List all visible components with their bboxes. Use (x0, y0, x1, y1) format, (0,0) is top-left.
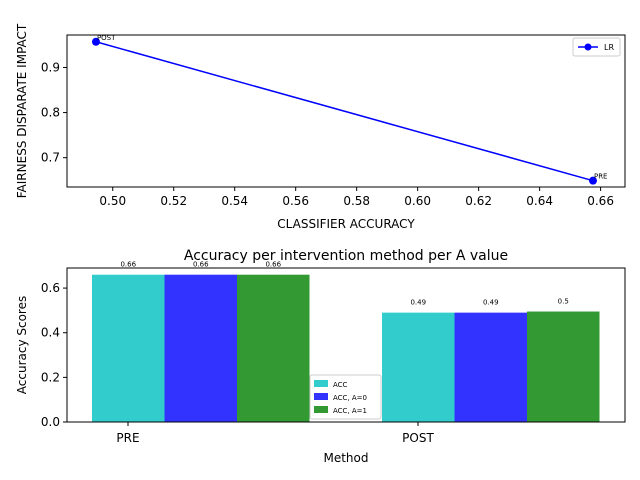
x-tick-label: 0.64 (526, 194, 553, 208)
y-tick-label: 0.0 (41, 415, 60, 429)
x-tick-label: PRE (116, 431, 139, 445)
x-tick-label: 0.52 (160, 194, 187, 208)
bar (237, 274, 310, 422)
x-tick-label: 0.60 (404, 194, 431, 208)
y-tick-label: 0.7 (41, 151, 60, 165)
x-tick-label: 0.62 (465, 194, 492, 208)
x-tick-label: 0.56 (282, 194, 309, 208)
grouped-bar-chart: Accuracy per intervention method per A v… (15, 248, 626, 465)
bar (164, 274, 237, 422)
bar (382, 312, 455, 422)
scatter-line-chart: 0.50 0.52 0.54 0.56 0.58 0.60 0.62 0.64 0.66 0.7 0… (15, 23, 626, 231)
x-axis-title: CLASSIFIER ACCURACY (277, 217, 415, 231)
bar-value-label: 0.49 (483, 299, 499, 307)
data-point (588, 176, 597, 185)
legend-label: ACC (333, 381, 348, 389)
y-axis-title: FAIRNESS DISPARATE IMPACT (15, 23, 29, 198)
point-label: PRE (594, 173, 608, 181)
y-tick-label: 0.4 (41, 326, 60, 340)
legend-label: ACC, A=0 (333, 394, 367, 402)
bar (454, 312, 527, 422)
plot-frame (66, 267, 626, 423)
bar-value-label: 0.49 (410, 299, 426, 307)
x-axis-title: Method (323, 451, 368, 465)
bar-value-label: 0.5 (558, 298, 569, 306)
y-tick-label: 0.6 (41, 281, 60, 295)
y-tick-label: 0.9 (41, 60, 60, 74)
bar (527, 311, 600, 422)
x-tick-label: POST (402, 431, 434, 445)
legend-marker (584, 43, 592, 51)
x-tick-label: 0.66 (587, 194, 614, 208)
legend-swatch (314, 380, 328, 387)
y-tick-label: 0.2 (41, 370, 60, 384)
y-axis-title: Accuracy Scores (15, 296, 29, 394)
series-line-lr (95, 41, 594, 182)
legend-swatch (314, 393, 328, 400)
x-tick-label: 0.50 (99, 194, 126, 208)
bar-value-label: 0.66 (120, 261, 136, 269)
x-tick-label: 0.58 (343, 194, 370, 208)
chart-title: Accuracy per intervention method per A v… (184, 248, 508, 264)
point-label: POST (97, 34, 116, 42)
plot-frame (66, 34, 626, 188)
bar-value-label: 0.66 (193, 261, 209, 269)
y-tick-label: 0.8 (41, 106, 60, 120)
data-point (91, 37, 100, 46)
bar-value-label: 0.66 (265, 261, 281, 269)
legend-label: LR (604, 43, 614, 52)
x-tick-label: 0.54 (221, 194, 248, 208)
legend-swatch (314, 406, 328, 413)
legend-label: ACC, A=1 (333, 407, 367, 415)
bar (92, 274, 165, 422)
